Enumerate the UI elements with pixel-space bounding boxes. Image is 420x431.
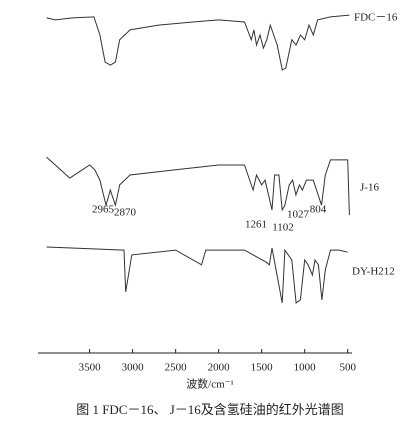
peak-annotation: 2870: [114, 207, 137, 219]
spectrum-line: [46, 246, 348, 304]
series-label: FDC－16: [354, 12, 398, 24]
peak-annotation: 804: [310, 204, 327, 216]
x-tick-label: 1500: [251, 362, 274, 374]
x-tick-label: 500: [339, 362, 356, 374]
x-axis-label: 波数/cm⁻¹: [186, 378, 234, 391]
peak-annotation: 1102: [272, 222, 294, 234]
x-tick-label: 3000: [122, 362, 145, 374]
peak-annotation: 2965: [92, 204, 115, 216]
peak-annotation: 1027: [287, 209, 310, 221]
series-label: J-16: [360, 182, 379, 194]
peak-annotation: 1261: [245, 219, 267, 231]
x-tick-label: 3500: [79, 362, 102, 374]
caption: 图 1 FDC－16、 J－16及含氢硅油的红外光谱图: [76, 402, 344, 417]
spectrum-line: [46, 156, 350, 216]
x-tick-label: 2000: [208, 362, 231, 374]
x-tick-label: 2500: [165, 362, 188, 374]
spectrum-line: [46, 14, 350, 71]
series-label: DY-H212: [352, 266, 395, 278]
x-tick-label: 1000: [294, 362, 317, 374]
